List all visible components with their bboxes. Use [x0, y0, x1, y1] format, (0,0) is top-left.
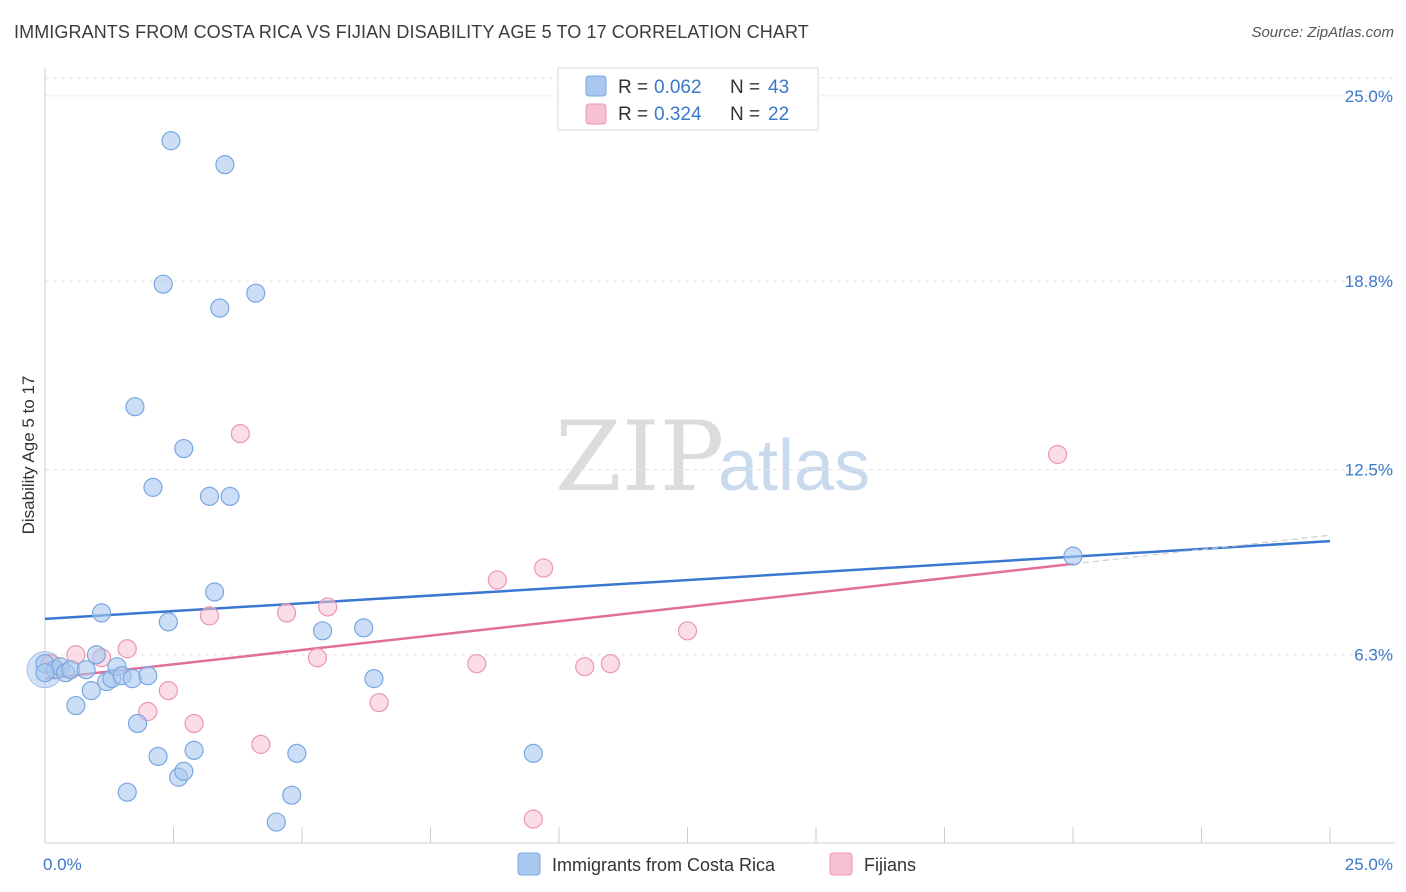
- data-point-fijians: [199, 606, 220, 626]
- legend-r-value-1: 0.062: [654, 77, 702, 98]
- y-tick-label: 25.0%: [1345, 87, 1393, 106]
- data-point-costa-rica: [86, 645, 107, 665]
- data-point-costa-rica: [76, 660, 96, 680]
- legend-swatch-blue: [585, 75, 607, 97]
- data-point-fijians: [251, 734, 271, 754]
- data-point-costa-rica: [364, 669, 384, 689]
- data-point-costa-rica: [282, 785, 302, 805]
- data-point-fijians: [318, 597, 338, 617]
- trend-line-costa-rica: [44, 539, 1331, 621]
- legend-swatch-pink: [585, 103, 607, 125]
- data-point-fijians: [184, 713, 204, 734]
- data-point-costa-rica: [138, 666, 158, 686]
- data-point-costa-rica: [246, 283, 266, 303]
- data-point-costa-rica: [174, 761, 194, 781]
- legend-r-label-2: R =: [618, 104, 648, 125]
- data-point-fijians: [523, 809, 543, 829]
- data-point-fijians: [117, 639, 137, 659]
- data-point-costa-rica: [199, 486, 220, 506]
- y-tick-label: 12.5%: [1345, 460, 1393, 479]
- stats-legend: R = 0.062 N = 43 R = 0.324 N = 22: [557, 67, 819, 131]
- data-point-costa-rica: [158, 612, 178, 632]
- data-point-costa-rica: [210, 298, 230, 318]
- legend-r-value-2: 0.324: [654, 104, 702, 125]
- legend-n-label-2: N =: [730, 104, 760, 125]
- series-legend-fijians: Fijians: [864, 855, 916, 875]
- data-point-costa-rica: [91, 603, 112, 623]
- trend-line-fijians: [44, 562, 1074, 680]
- x-tick-label-min: 0.0%: [43, 855, 82, 874]
- data-point-fijians: [677, 621, 698, 641]
- source-label: Source: ZipAtlas.com: [1251, 24, 1394, 41]
- data-point-costa-rica: [184, 740, 204, 760]
- data-point-fijians: [369, 692, 389, 713]
- trend-lines: [44, 534, 1331, 680]
- y-tick-labels: 25.0% 18.8% 12.5% 6.3%: [1345, 87, 1393, 665]
- data-point-costa-rica: [143, 477, 163, 497]
- x-tick-label-max: 25.0%: [1345, 855, 1393, 874]
- data-point-costa-rica: [127, 713, 148, 734]
- legend-n-value-2: 22: [768, 104, 789, 125]
- grid-lines: [45, 77, 1395, 656]
- data-point-costa-rica: [287, 743, 307, 763]
- data-point-fijians: [467, 654, 487, 674]
- data-point-costa-rica: [205, 582, 225, 602]
- trend-line-fijians-extension: [1072, 534, 1331, 565]
- data-point-costa-rica: [1063, 546, 1083, 566]
- axes: [44, 68, 1395, 844]
- data-point-fijians: [575, 657, 595, 677]
- data-point-costa-rica: [148, 746, 168, 766]
- data-point-costa-rica: [215, 155, 235, 175]
- y-axis-label: Disability Age 5 to 17: [19, 376, 38, 535]
- series-legend: Immigrants from Costa Rica Fijians: [517, 852, 916, 876]
- data-point-costa-rica: [125, 397, 145, 417]
- data-point-costa-rica: [66, 695, 86, 716]
- data-point-costa-rica: [174, 438, 194, 459]
- data-point-costa-rica: [266, 812, 286, 832]
- watermark-zip: ZIP: [555, 401, 724, 513]
- data-point-fijians: [487, 570, 507, 590]
- data-point-fijians: [276, 603, 297, 623]
- data-point-costa-rica: [354, 618, 374, 638]
- data-point-costa-rica: [117, 782, 137, 802]
- x-tick-labels: 0.0% 25.0%: [43, 855, 1393, 874]
- legend-n-value-1: 43: [768, 77, 789, 98]
- watermark-atlas: atlas: [718, 426, 870, 506]
- data-point-costa-rica: [161, 131, 181, 151]
- series-legend-swatch-fijians: [829, 852, 853, 876]
- series-legend-costa-rica: Immigrants from Costa Rica: [552, 855, 776, 875]
- y-tick-label: 6.3%: [1354, 646, 1393, 665]
- data-point-fijians: [533, 558, 554, 578]
- data-point-costa-rica: [35, 663, 55, 683]
- data-point-fijians: [600, 654, 621, 674]
- data-point-fijians: [158, 680, 178, 701]
- legend-r-label-1: R =: [618, 77, 648, 98]
- data-point-costa-rica: [312, 621, 333, 641]
- series-legend-swatch-costa-rica: [517, 852, 541, 876]
- data-point-costa-rica: [153, 274, 173, 294]
- y-tick-label: 18.8%: [1345, 272, 1393, 291]
- data-points: [26, 131, 1083, 832]
- chart-title: IMMIGRANTS FROM COSTA RICA VS FIJIAN DIS…: [14, 22, 809, 42]
- legend-n-label-1: N =: [730, 77, 760, 98]
- data-point-costa-rica: [81, 680, 101, 701]
- data-point-costa-rica: [220, 486, 240, 506]
- data-point-fijians: [1047, 444, 1068, 465]
- data-point-costa-rica: [523, 743, 543, 763]
- data-point-fijians: [307, 648, 328, 668]
- data-point-fijians: [230, 424, 250, 444]
